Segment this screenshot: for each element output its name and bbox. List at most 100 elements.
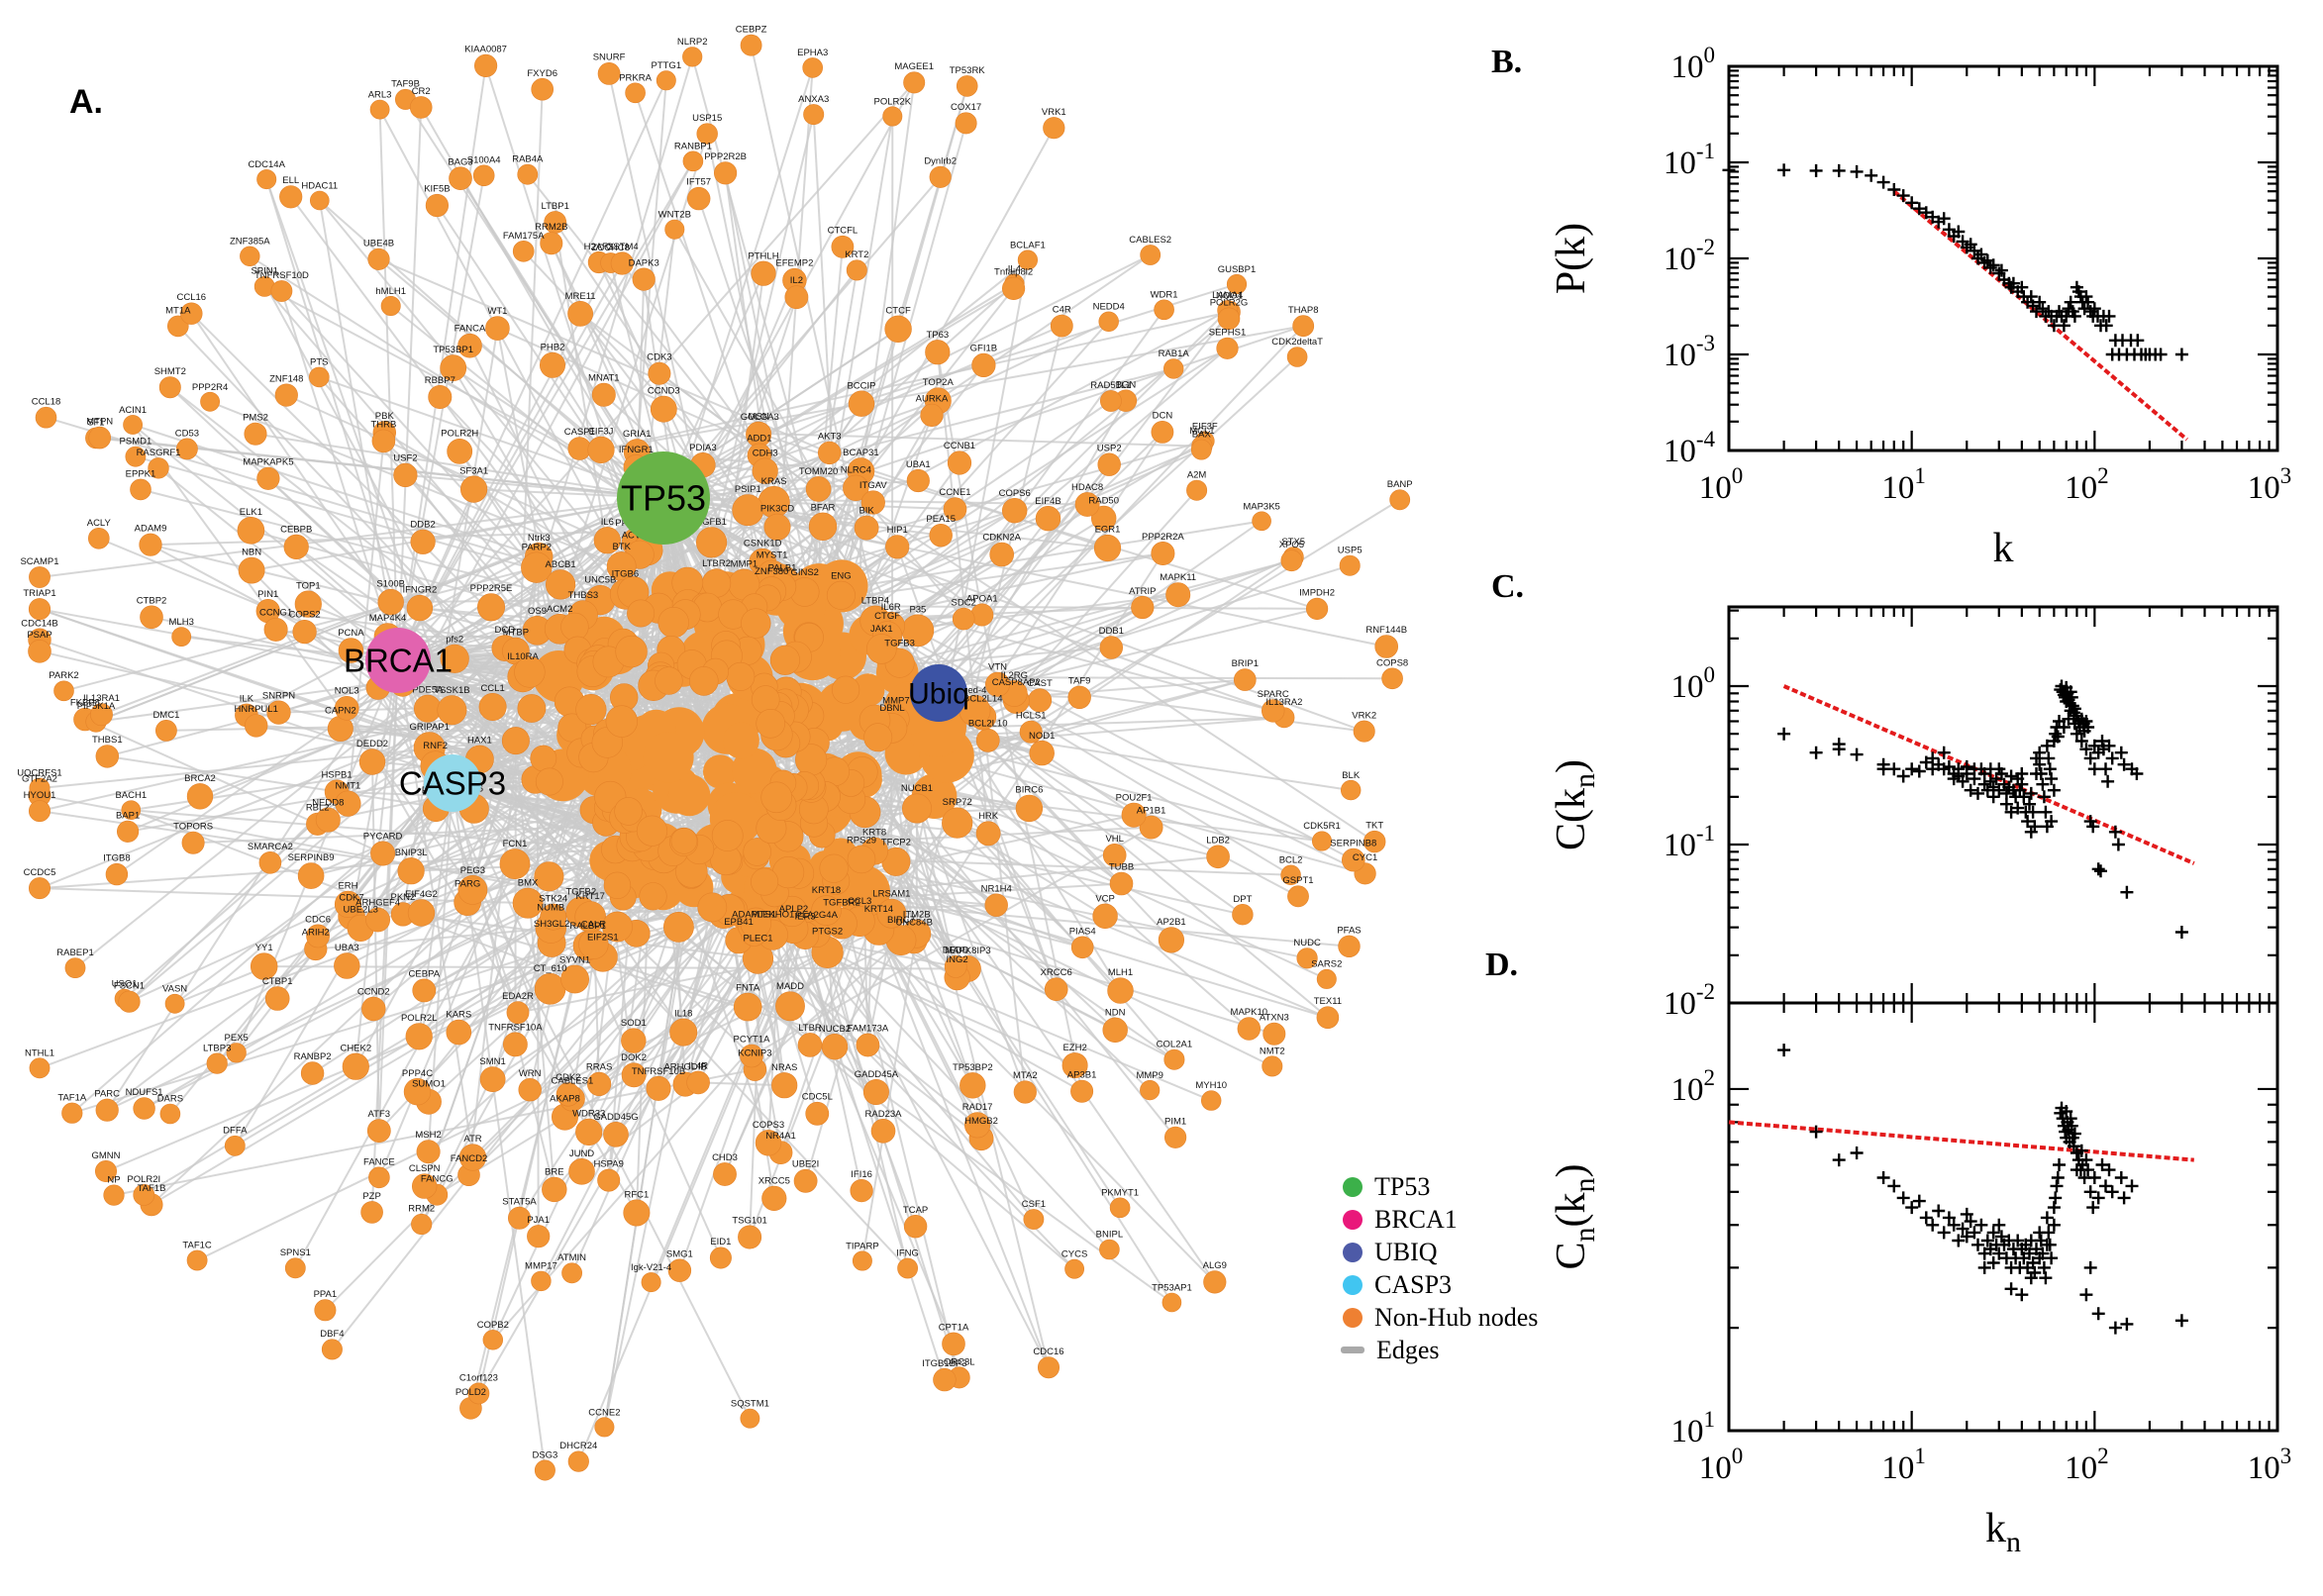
network-node [125,446,147,467]
network-nodes [28,34,1411,1481]
network-node [29,566,50,588]
network-node [1100,390,1122,412]
node-swatch-icon [1343,1242,1363,1262]
network-node [531,77,555,101]
network-core-node [723,722,759,759]
network-node [321,1339,343,1360]
network-node [540,232,563,255]
network-node [412,1173,438,1199]
network-node [803,104,825,126]
network-node [263,617,288,642]
network-node [1234,668,1257,691]
tick-label: 103 [2248,1444,2292,1486]
network-node [412,978,437,1003]
legend-item-tp53: TP53 [1343,1170,1538,1203]
panel-c-label: C. [1491,568,1525,605]
network-node [410,529,436,554]
network-node [64,957,86,979]
network-node [446,1019,472,1046]
network-node [457,333,482,358]
network-node [186,783,214,810]
network-node [797,1033,823,1057]
network-node [561,1262,583,1284]
network-node [133,1184,155,1206]
network-node [266,700,291,725]
legend-item-non-hub-nodes: Non-Hub nodes [1343,1301,1538,1334]
network-node [1286,347,1308,367]
network-node [158,376,181,399]
network-node [164,993,185,1014]
network-node [440,354,467,382]
network-node [245,714,268,738]
network-node [1019,720,1043,744]
network-node [713,1162,737,1186]
network-node [696,123,718,145]
network-node [831,235,855,258]
tick-label: 103 [2248,463,2292,506]
network-node [591,382,616,407]
network-node [297,862,325,889]
legend-item-casp3: CASP3 [1343,1268,1538,1301]
network-node [358,748,386,775]
network-node [733,992,762,1022]
network-node [485,316,510,341]
network-node [506,1001,530,1025]
y-axis-label: C(kn​) [1549,759,1601,850]
network-core-node [667,773,711,817]
network-node [860,490,885,515]
network-node [586,1071,612,1096]
network-node [713,161,738,185]
network-node [539,351,565,378]
network-node [118,990,141,1013]
network-node [960,1072,986,1099]
network-node [300,1061,325,1085]
network-node [308,366,330,388]
network-node [664,219,685,240]
network-node [284,1257,306,1279]
network-node [393,462,418,488]
network-node [556,1082,580,1107]
network-node [1280,864,1301,885]
network-node [294,590,322,618]
network-node [428,384,453,409]
network-node [283,534,309,560]
network-node [1074,492,1100,517]
network-node [1050,314,1073,338]
network-node [1017,249,1038,270]
legend-label: BRCA1 [1374,1204,1458,1234]
node-swatch-icon [1343,1209,1363,1230]
network-node [314,1299,337,1322]
network-node [632,267,656,291]
network-node [1162,358,1184,379]
edge-swatch-icon [1341,1347,1364,1353]
network-node [292,619,317,645]
network-core-node [703,754,738,789]
network-node [740,1408,760,1429]
network-node [467,1382,490,1405]
node-swatch-icon [1343,1274,1363,1295]
network-node [656,70,676,91]
network-node [805,1101,830,1126]
network-node [686,1070,710,1095]
network-node [920,403,944,428]
network-node [1252,511,1271,532]
tick-label: 10-3 [1664,331,1715,373]
network-node [117,820,140,843]
network-node [646,1075,671,1101]
network-node [597,1168,621,1192]
network-node [929,523,953,548]
network-node [1287,885,1309,908]
network-node [406,594,434,622]
network-node [971,352,996,378]
network-node [989,542,1015,567]
tick-label: 101 [1881,1444,1926,1486]
y-axis-label: P(k) [1549,223,1594,294]
network-node [1280,549,1303,572]
network-node [28,877,50,900]
network-node [1262,1055,1283,1077]
network-node [1001,276,1026,301]
tick-label: 100 [1671,662,1716,705]
network-node [1099,1239,1120,1260]
tick-label: 101 [1671,1407,1716,1449]
tick-label: 101 [1881,463,1926,506]
